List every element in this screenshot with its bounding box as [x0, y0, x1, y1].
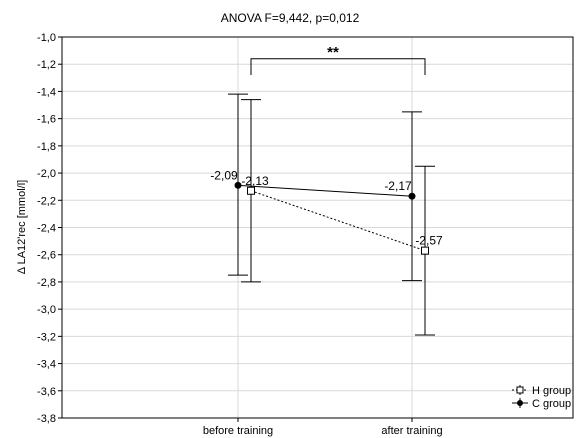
plot-frame — [61, 36, 574, 419]
y-tick-label: -1,4 — [37, 86, 56, 98]
y-tick-label: -2,0 — [37, 168, 56, 180]
y-tick-label: -3,4 — [37, 359, 56, 371]
y-tick-label: -1,6 — [37, 114, 56, 126]
data-point — [421, 246, 429, 255]
legend-label: H group — [532, 385, 571, 397]
x-tick-label: before training — [203, 425, 273, 437]
data-label: -2,09 — [210, 168, 238, 182]
legend-marker — [517, 400, 523, 406]
series-line — [250, 190, 426, 252]
significance-label: ** — [327, 44, 339, 61]
series-line — [237, 184, 413, 197]
y-tick-label: -2,2 — [37, 195, 56, 207]
legend-label: C group — [532, 398, 571, 410]
legend-marker — [516, 386, 524, 394]
data-label: -2,57 — [415, 234, 443, 248]
y-ticks: -1,0 -1,2 -1,4 -1,6 -1,8 -2,0 -2,2 -2,4 -2,6 -2,8… — [37, 32, 62, 425]
y-tick-label: -2,4 — [37, 223, 56, 235]
error-bars — [228, 93, 435, 336]
data-label: -2,17 — [384, 179, 412, 193]
y-tick-label: -3,0 — [37, 304, 56, 316]
grid — [62, 37, 573, 418]
markers — [234, 181, 429, 255]
y-tick-label: -3,2 — [37, 331, 56, 343]
significance-bracket — [250, 58, 426, 76]
data-point — [234, 181, 242, 189]
y-axis-label: Δ LA12'rec [mmol/l] — [16, 180, 28, 274]
y-tick-label: -3,8 — [37, 413, 56, 425]
x-ticks: before training after training — [203, 418, 443, 437]
chart-title: ANOVA F=9,442, p=0,012 — [221, 11, 360, 25]
y-tick-label: -1,0 — [37, 32, 56, 44]
data-labels: -2,09 -2,17 -2,13 -2,57 — [210, 168, 443, 247]
data-label: -2,13 — [241, 174, 269, 188]
series-lines — [237, 184, 426, 252]
y-tick-label: -2,8 — [37, 277, 56, 289]
y-tick-label: -1,8 — [37, 141, 56, 153]
data-point — [408, 192, 416, 200]
significance-annotation: ** — [250, 44, 426, 76]
data-point — [247, 186, 255, 195]
y-tick-label: -2,6 — [37, 250, 56, 262]
y-tick-label: -1,2 — [37, 59, 56, 71]
x-tick-label: after training — [381, 425, 442, 437]
y-tick-label: -3,6 — [37, 386, 56, 398]
